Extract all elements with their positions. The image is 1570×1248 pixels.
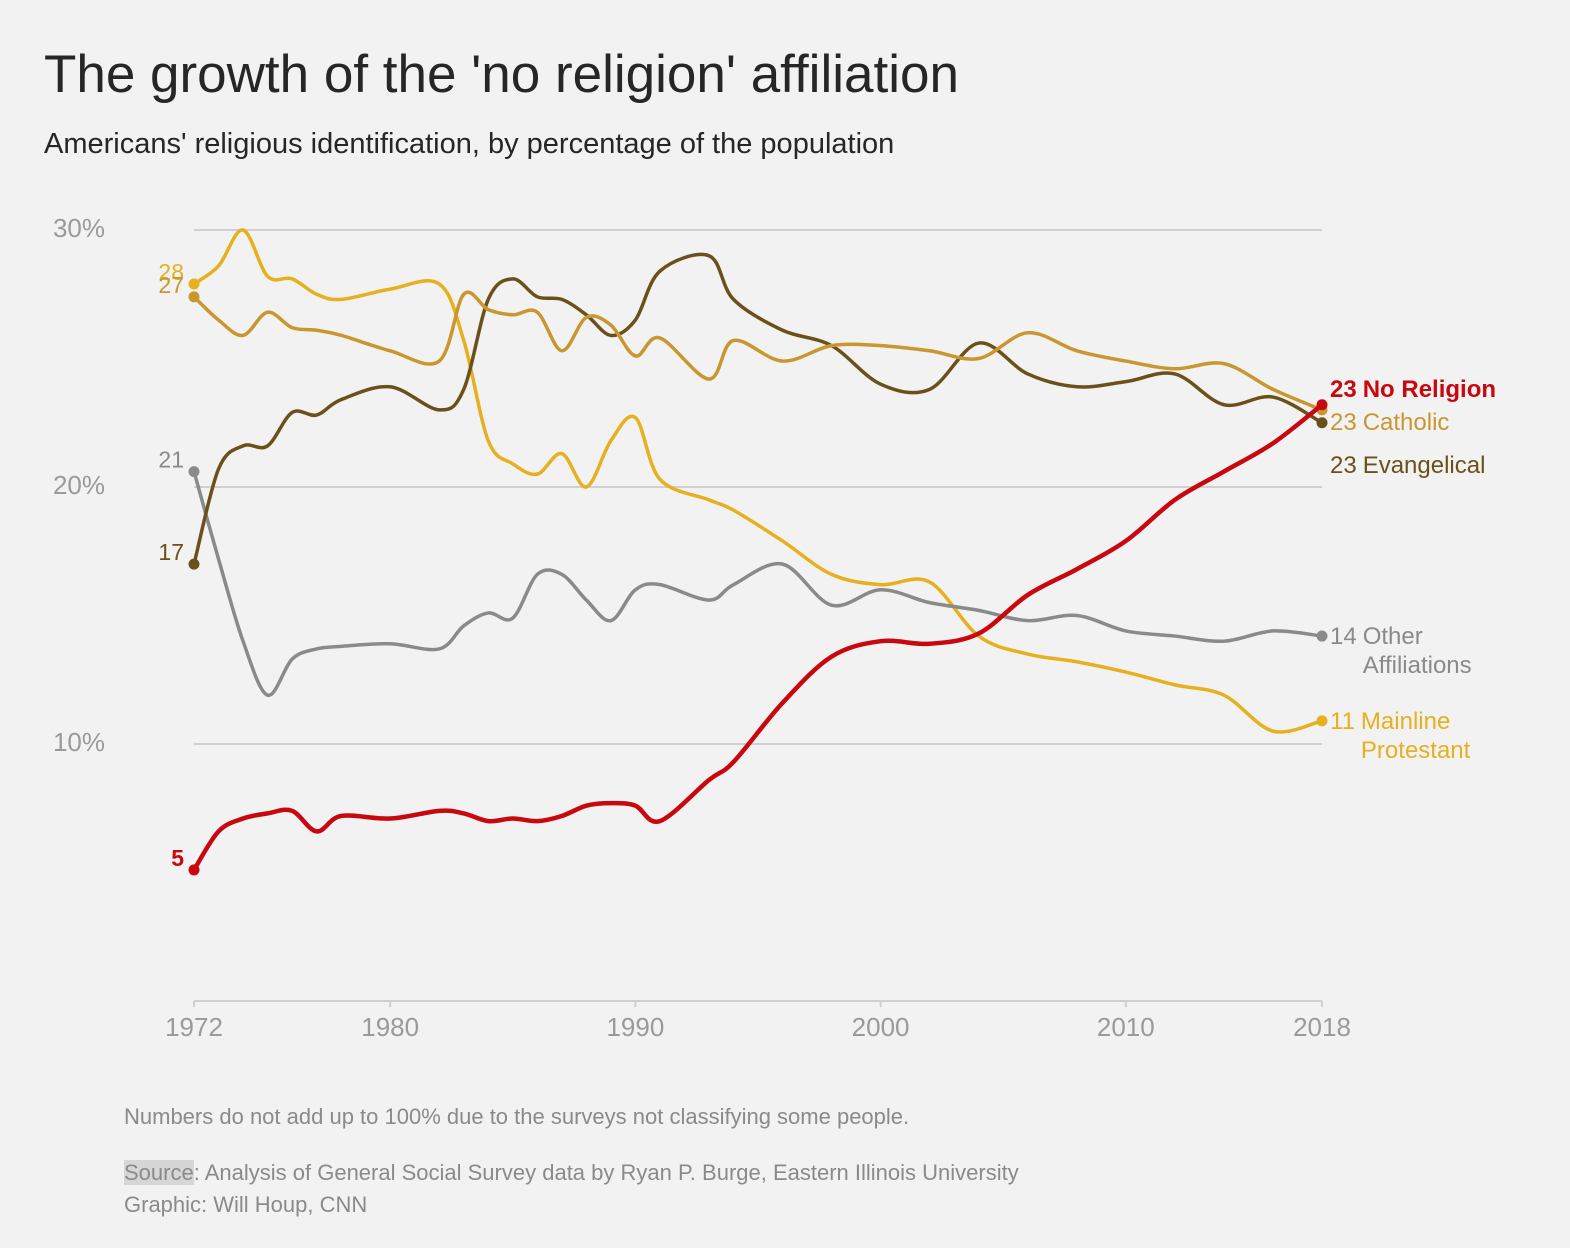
end-label: 23 No Religion xyxy=(1330,375,1496,404)
x-tick-label: 2018 xyxy=(1293,1012,1351,1042)
endpoint-dot xyxy=(1316,715,1328,727)
x-tick-label: 1990 xyxy=(606,1012,664,1042)
endpoint-dot xyxy=(188,278,200,290)
source-text: : Analysis of General Social Survey data… xyxy=(193,1160,1019,1185)
x-tick-label: 2000 xyxy=(852,1012,910,1042)
endpoint-dot xyxy=(1316,417,1328,429)
end-value-label: 23 xyxy=(1330,408,1357,436)
start-value-label: 28 xyxy=(158,259,184,285)
end-label: 11 Mainline Protestant xyxy=(1330,707,1526,765)
endpoint-dot xyxy=(188,558,200,570)
series-name: Other Affiliations xyxy=(1362,623,1472,680)
x-tick-label: 2010 xyxy=(1097,1012,1155,1042)
end-label: 23 Catholic xyxy=(1330,408,1449,437)
series-name: Catholic xyxy=(1362,408,1450,436)
series-line xyxy=(192,471,1323,697)
footnote: Numbers do not add up to 100% due to the… xyxy=(124,1104,910,1129)
series-line xyxy=(192,252,1323,565)
endpoint-dot xyxy=(1316,630,1328,642)
y-tick-label: 20% xyxy=(53,470,105,500)
y-tick-label: 30% xyxy=(53,213,105,243)
end-label: 23 Evangelical xyxy=(1330,451,1485,480)
start-value-label: 27 xyxy=(158,272,184,298)
series-name: No Religion xyxy=(1362,375,1497,403)
x-tick-label: 1980 xyxy=(361,1012,419,1042)
y-tick-label: 10% xyxy=(53,727,105,757)
start-value-label: 17 xyxy=(158,539,184,565)
series-line xyxy=(192,290,1323,412)
end-label: 14 Other Affiliations xyxy=(1330,622,1528,680)
endpoint-dot xyxy=(188,466,200,478)
start-value-label: 5 xyxy=(171,845,184,871)
credit: Graphic: Will Houp, CNN xyxy=(124,1192,368,1217)
endpoint-dot xyxy=(188,291,200,303)
chart-subtitle: Americans' religious identification, by … xyxy=(44,128,895,160)
source: Source: Analysis of General Social Surve… xyxy=(124,1160,1019,1186)
endpoint-dot xyxy=(188,864,200,876)
end-value-label: 23 xyxy=(1330,451,1357,479)
chart-title: The growth of the 'no religion' affiliat… xyxy=(44,45,959,104)
end-value-label: 11 xyxy=(1330,707,1355,735)
start-value-label: 21 xyxy=(158,447,184,473)
series-line xyxy=(192,402,1324,872)
endpoint-dot xyxy=(1316,399,1328,411)
source-label: Source xyxy=(124,1160,194,1185)
end-value-label: 14 xyxy=(1330,623,1357,651)
series-line xyxy=(192,228,1323,734)
series-name: Mainline Protestant xyxy=(1360,707,1471,764)
x-tick-label: 1972 xyxy=(165,1012,223,1042)
series-name: Evangelical xyxy=(1362,451,1486,479)
end-value-label: 23 xyxy=(1330,375,1357,403)
